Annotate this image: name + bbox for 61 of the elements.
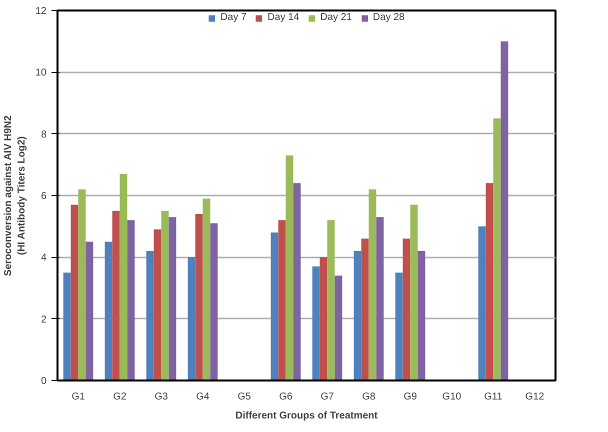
bar: [86, 242, 94, 380]
bar: [146, 251, 154, 380]
legend-label: Day 7: [220, 12, 247, 23]
bar: [127, 220, 135, 380]
x-tick-label: G9: [404, 392, 418, 402]
bar: [78, 189, 86, 380]
x-tick-label: G12: [525, 392, 545, 402]
x-tick-label: G6: [279, 392, 293, 402]
bar: [402, 238, 410, 380]
bar: [120, 174, 128, 380]
bar: [104, 242, 112, 380]
x-tick-label: G7: [320, 392, 334, 402]
bar: [327, 220, 335, 380]
x-tick-label: G1: [72, 392, 86, 402]
bar: [168, 217, 176, 380]
y-tick-label: 8: [40, 129, 47, 140]
x-axis-title: Different Groups of Treatment: [235, 410, 378, 422]
bar: [334, 276, 342, 380]
bar: [478, 226, 486, 380]
bar: [188, 257, 196, 380]
bar: [202, 198, 210, 380]
y-tick-label: 2: [40, 314, 47, 326]
x-tick-label: G10: [442, 392, 462, 402]
legend-label: Day 28: [372, 12, 405, 23]
x-tick-label: G2: [113, 392, 127, 402]
y-tick-label: 0: [40, 376, 47, 387]
bar: [270, 232, 278, 380]
x-tick-label: G11: [484, 392, 503, 402]
bar: [410, 204, 418, 380]
bar: [161, 210, 169, 380]
bar: [361, 238, 369, 380]
bar: [195, 214, 203, 380]
y-axis-title: Seroconversion against AIV H9N2 (HI Antibody Titers Log2): [3, 114, 28, 276]
y-tick-label: 12: [35, 6, 47, 17]
bar: [486, 183, 494, 380]
y-tick-label: 10: [35, 68, 47, 79]
bar: [395, 272, 403, 380]
x-tick-label: G5: [238, 392, 252, 402]
bar: [286, 155, 294, 380]
y-tick-label: 6: [40, 191, 47, 202]
bar: [368, 189, 376, 380]
legend-label: Day 21: [320, 12, 352, 23]
bar: [210, 223, 218, 380]
y-tick-label: 4: [40, 252, 47, 264]
x-tick-label: G4: [196, 392, 210, 402]
bar: [154, 229, 162, 380]
bar: [293, 183, 301, 380]
bar: [376, 217, 384, 380]
bar: [112, 210, 120, 380]
bar: [320, 257, 328, 380]
x-tick-label: G8: [362, 392, 376, 402]
bar: [312, 266, 320, 380]
bar: [493, 118, 501, 380]
bar: [70, 204, 78, 380]
x-tick-label: G3: [154, 392, 168, 402]
bar: [354, 251, 362, 380]
bar: [63, 272, 71, 380]
bar: [278, 220, 286, 380]
bar: [500, 41, 508, 380]
bar: [418, 251, 426, 380]
legend-label: Day 14: [268, 12, 300, 23]
